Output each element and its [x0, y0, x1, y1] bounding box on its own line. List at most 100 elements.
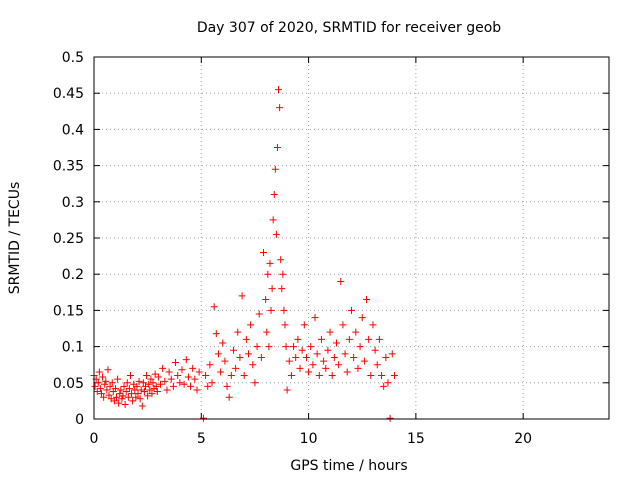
data-point — [154, 373, 162, 381]
data-point — [253, 343, 261, 351]
x-tick-label: 20 — [514, 431, 532, 447]
data-point — [133, 382, 141, 390]
data-point — [315, 372, 323, 380]
data-point — [311, 314, 319, 322]
data-point — [227, 372, 235, 380]
data-point — [275, 86, 283, 94]
data-point — [280, 306, 288, 314]
x-tick-label: 15 — [407, 431, 425, 447]
y-tick-label: 0.05 — [53, 376, 84, 392]
data-point — [151, 370, 159, 378]
data-point — [113, 393, 121, 401]
data-point — [191, 375, 199, 383]
data-point — [257, 353, 265, 361]
data-point — [98, 390, 106, 398]
data-point — [199, 414, 207, 422]
data-point — [242, 335, 250, 343]
data-point — [234, 328, 242, 336]
x-axis-label: GPS time / hours — [290, 458, 407, 474]
data-point — [300, 321, 308, 329]
data-point — [225, 393, 233, 401]
data-point — [365, 335, 373, 343]
data-point — [206, 361, 214, 369]
data-point — [136, 395, 144, 403]
data-point — [283, 386, 291, 394]
data-point — [265, 343, 273, 351]
data-point — [137, 386, 145, 394]
data-point — [189, 364, 197, 372]
data-point — [266, 259, 274, 267]
data-point — [140, 387, 148, 395]
data-point — [114, 375, 122, 383]
data-point — [378, 372, 386, 380]
data-point — [373, 361, 381, 369]
y-tick-label: 0.1 — [62, 340, 84, 356]
data-point — [326, 328, 334, 336]
data-point — [290, 343, 298, 351]
data-point — [371, 346, 379, 354]
y-tick-label: 0.3 — [62, 195, 84, 211]
y-tick-label: 0 — [75, 412, 84, 428]
data-point — [105, 391, 113, 399]
y-tick-label: 0.15 — [53, 303, 84, 319]
data-point — [287, 372, 295, 380]
data-point — [125, 385, 133, 393]
data-point — [236, 353, 244, 361]
data-point — [145, 380, 153, 388]
data-point — [305, 368, 313, 376]
x-tick-label: 10 — [300, 431, 318, 447]
data-point — [245, 350, 252, 358]
data-point — [163, 386, 171, 394]
data-point — [104, 366, 112, 374]
data-point — [232, 364, 240, 372]
y-tick-label: 0.25 — [53, 231, 84, 247]
data-point — [279, 270, 287, 278]
data-point — [264, 270, 272, 278]
y-tick-label: 0.5 — [62, 50, 84, 66]
data-point — [343, 368, 351, 376]
data-point — [298, 346, 306, 354]
y-axis-ticks: 0 0.05 0.1 0.15 0.2 0.25 0.3 0.35 0.4 0.45 0.5 — [53, 50, 609, 428]
data-point — [249, 361, 257, 369]
data-point — [187, 382, 195, 390]
data-point — [101, 380, 109, 388]
data-point — [356, 343, 364, 351]
data-point — [120, 382, 128, 390]
data-point — [129, 397, 137, 405]
data-point — [111, 385, 119, 393]
data-point — [94, 379, 102, 387]
data-point — [167, 375, 175, 383]
y-tick-label: 0.4 — [62, 122, 84, 138]
data-point — [161, 377, 169, 385]
data-point — [276, 104, 284, 112]
y-axis-label: SRMTID / TECUs — [7, 182, 23, 295]
data-point — [363, 296, 371, 304]
data-point — [176, 379, 184, 387]
data-point — [380, 382, 388, 390]
data-point — [210, 303, 218, 311]
data-point — [360, 357, 368, 365]
data-point — [134, 390, 142, 398]
data-point — [302, 353, 310, 361]
data-point — [202, 372, 210, 380]
data-point — [269, 216, 277, 224]
data-point — [247, 321, 255, 329]
data-point — [386, 414, 394, 422]
data-point — [132, 393, 140, 401]
y-tick-label: 0.2 — [62, 267, 84, 283]
data-point — [339, 321, 347, 329]
data-point — [260, 248, 268, 256]
data-point — [240, 372, 248, 380]
data-point — [126, 372, 134, 380]
data-point — [345, 335, 353, 343]
data-point — [115, 399, 123, 407]
data-point — [251, 379, 259, 387]
data-point — [322, 364, 330, 372]
grid — [94, 57, 609, 419]
data-point — [217, 368, 225, 376]
data-point — [144, 392, 152, 400]
data-point — [354, 364, 362, 372]
data-point — [110, 397, 118, 405]
data-point — [165, 368, 173, 376]
